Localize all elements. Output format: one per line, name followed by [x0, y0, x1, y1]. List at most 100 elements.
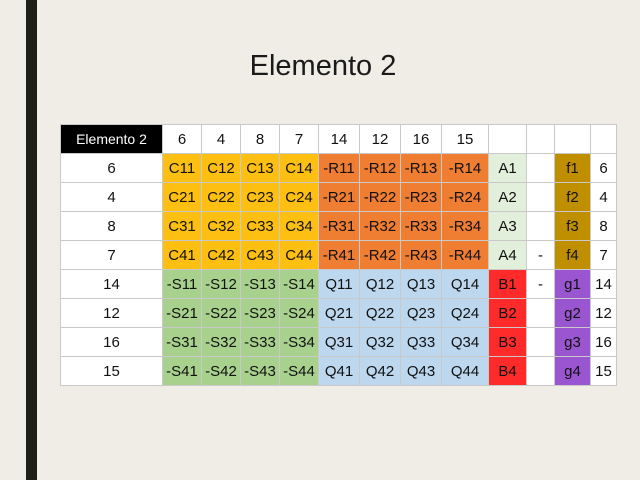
matrix-cell: -R14	[441, 153, 489, 183]
row-header-cell: 15	[60, 356, 163, 386]
matrix-cell: 8	[590, 211, 617, 241]
matrix-cell: C41	[162, 240, 202, 270]
matrix-cell	[526, 182, 555, 212]
matrix-cell: -S43	[240, 356, 280, 386]
matrix-cell: A4	[488, 240, 527, 270]
matrix-cell: C44	[279, 240, 319, 270]
matrix-cell: f2	[554, 182, 591, 212]
matrix-cell: -S44	[279, 356, 319, 386]
matrix-cell: -S13	[240, 269, 280, 299]
matrix-cell: -S22	[201, 298, 241, 328]
matrix-table: Elemento 2 6 4 8 7 14 12 16 15 6 C11 C12 C13 C14 -R11-…	[60, 124, 617, 386]
matrix-cell: B1	[488, 269, 527, 299]
slide-left-accent-bar	[26, 0, 37, 480]
matrix-cell: Q41	[318, 356, 360, 386]
matrix-cell: Q43	[400, 356, 442, 386]
matrix-cell: Q11	[318, 269, 360, 299]
matrix-cell: -R31	[318, 211, 360, 241]
matrix-cell: -R23	[400, 182, 442, 212]
matrix-cell: -S41	[162, 356, 202, 386]
column-header-cell: 8	[240, 124, 280, 154]
table-row: 16 -S31 -S32 -S33 -S34 Q31 Q32 Q33 Q34 B3 g3 16	[60, 327, 617, 357]
matrix-cell: C14	[279, 153, 319, 183]
matrix-cell: -R13	[400, 153, 442, 183]
column-header-cell	[554, 124, 591, 154]
matrix-cell: f1	[554, 153, 591, 183]
matrix-cell: A2	[488, 182, 527, 212]
matrix-cell: g1	[554, 269, 591, 299]
matrix-cell: -S11	[162, 269, 202, 299]
matrix-cell: C42	[201, 240, 241, 270]
column-header-cell: 6	[162, 124, 202, 154]
table-row: 12 -S21 -S22 -S23 -S24 Q21 Q22 Q23 Q24 B2 g2 12	[60, 298, 617, 328]
matrix-cell: C23	[240, 182, 280, 212]
matrix-cell: -S12	[201, 269, 241, 299]
matrix-cell: C43	[240, 240, 280, 270]
matrix-cell: -R22	[359, 182, 401, 212]
matrix-cell: -S24	[279, 298, 319, 328]
matrix-cell: 6	[590, 153, 617, 183]
matrix-cell: Q34	[441, 327, 489, 357]
matrix-cell: -S33	[240, 327, 280, 357]
matrix-cell: -S14	[279, 269, 319, 299]
matrix-cell: 12	[590, 298, 617, 328]
matrix-cell: C33	[240, 211, 280, 241]
column-header-cell: 4	[201, 124, 241, 154]
table-row: 15 -S41 -S42 -S43 -S44 Q41 Q42 Q43 Q44 B4 g4 15	[60, 356, 617, 386]
matrix-cell: Q21	[318, 298, 360, 328]
matrix-cell: -R24	[441, 182, 489, 212]
matrix-cell: g3	[554, 327, 591, 357]
table-row: 7 C41 C42 C43 C44 -R41 -R42 -R43 -R44 A4- f4 7	[60, 240, 617, 270]
matrix-cell	[526, 211, 555, 241]
matrix-cell	[526, 153, 555, 183]
matrix-cell: Q14	[441, 269, 489, 299]
matrix-cell: Q23	[400, 298, 442, 328]
table-corner-label: Elemento 2	[60, 124, 163, 154]
matrix-cell: -R12	[359, 153, 401, 183]
matrix-cell: C22	[201, 182, 241, 212]
matrix-cell: C12	[201, 153, 241, 183]
matrix-cell: f4	[554, 240, 591, 270]
matrix-cell: f3	[554, 211, 591, 241]
matrix-cell: -S31	[162, 327, 202, 357]
column-header-cell: 16	[400, 124, 442, 154]
table-row: 14 -S11 -S12 -S13 -S14 Q11 Q12 Q13 Q14 B1- g1 14	[60, 269, 617, 299]
table-row: 6 C11 C12 C13 C14 -R11 -R12 -R13 -R14 A1 f1 6	[60, 153, 617, 183]
matrix-cell: C32	[201, 211, 241, 241]
column-header-cell: 15	[441, 124, 489, 154]
matrix-cell: Q31	[318, 327, 360, 357]
table-row: 8 C31 C32 C33 C34 -R31 -R32 -R33 -R34 A3 f3 8	[60, 211, 617, 241]
matrix-cell: A1	[488, 153, 527, 183]
matrix-cell: Q13	[400, 269, 442, 299]
matrix-cell: -R33	[400, 211, 442, 241]
matrix-cell: -	[526, 240, 555, 270]
matrix-cell: -R44	[441, 240, 489, 270]
matrix-cell: C21	[162, 182, 202, 212]
matrix-cell	[526, 356, 555, 386]
column-header-cell: 14	[318, 124, 360, 154]
matrix-cell: C11	[162, 153, 202, 183]
matrix-cell: C31	[162, 211, 202, 241]
matrix-cell: -R21	[318, 182, 360, 212]
matrix-cell: g4	[554, 356, 591, 386]
matrix-cell: Q12	[359, 269, 401, 299]
matrix-cell: -S34	[279, 327, 319, 357]
matrix-cell: -S23	[240, 298, 280, 328]
matrix-cell: -R32	[359, 211, 401, 241]
row-header-cell: 16	[60, 327, 163, 357]
matrix-cell: Q32	[359, 327, 401, 357]
matrix-cell: -S42	[201, 356, 241, 386]
matrix-cell: B3	[488, 327, 527, 357]
matrix-cell: Q24	[441, 298, 489, 328]
row-header-cell: 14	[60, 269, 163, 299]
matrix-cell: -R11	[318, 153, 360, 183]
matrix-cell: 15	[590, 356, 617, 386]
slide-title: Elemento 2	[249, 50, 397, 82]
column-header-row: Elemento 2 6 4 8 7 14 12 16 15	[60, 124, 617, 154]
matrix-cell: -R43	[400, 240, 442, 270]
matrix-cell	[526, 327, 555, 357]
column-header-cell	[590, 124, 617, 154]
matrix-cell: -	[526, 269, 555, 299]
matrix-cell: 7	[590, 240, 617, 270]
matrix-cell: C34	[279, 211, 319, 241]
